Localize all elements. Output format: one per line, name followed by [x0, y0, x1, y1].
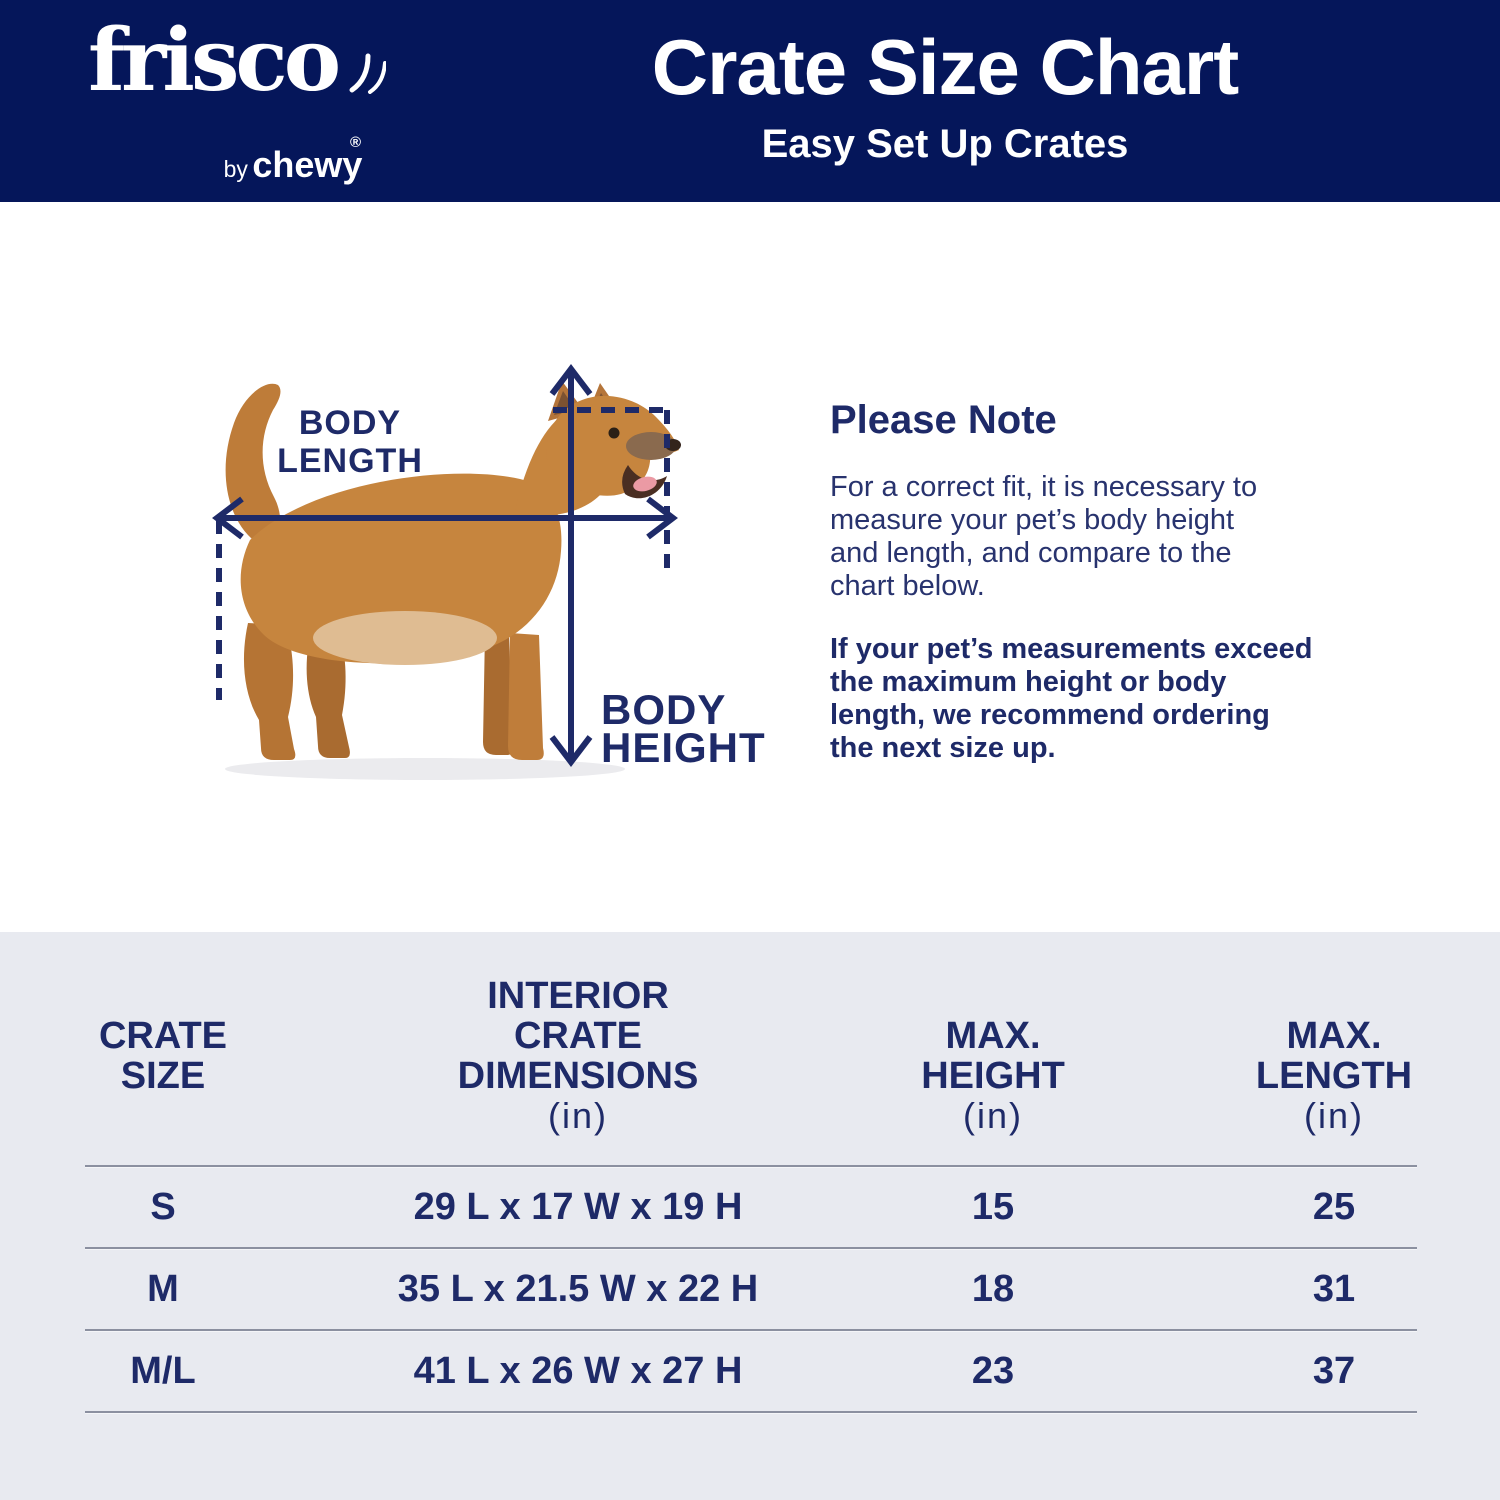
note-heading: Please Note [830, 398, 1057, 442]
column-header-unit: (in) [1304, 1095, 1364, 1136]
registered-mark: ® [350, 134, 362, 151]
note-body: For a correct fit, it is necessary to me… [830, 471, 1258, 602]
crate-dimensions-value: 29 L x 17 W x 19 H [413, 1186, 743, 1228]
body-length-label: BODY LENGTH [277, 404, 423, 480]
body-length-arrow-icon [212, 496, 678, 540]
crate-size-value: S [150, 1186, 176, 1228]
ground-shadow [225, 758, 625, 780]
column-header-label: MAX. LENGTH [1255, 1015, 1413, 1097]
crate-dimensions-value: 35 L x 21.5 W x 22 H [397, 1268, 759, 1310]
table-divider [85, 1329, 1417, 1331]
column-header-label: MAX. HEIGHT [921, 1015, 1065, 1097]
page-title: Crate Size Chart [651, 23, 1240, 111]
crate-dimensions-value: 41 L x 26 W x 27 H [413, 1350, 743, 1392]
max-height-value: 15 [971, 1186, 1015, 1228]
note-emphasis: If your pet’s measurements exceed the ma… [830, 633, 1313, 764]
measurement-guides [212, 364, 678, 767]
byline: by chewy [218, 144, 368, 186]
tail-swoosh-icon [349, 53, 386, 94]
column-header-label: INTERIOR CRATE DIMENSIONS [457, 975, 699, 1097]
size-table: CRATE SIZE INTERIOR CRATE DIMENSIONS (in… [0, 932, 1500, 1500]
header-banner: frisco ® by chewy Crate Size Chart Easy … [0, 0, 1500, 202]
column-header-label: CRATE SIZE [98, 1015, 228, 1097]
max-height-value: 23 [971, 1350, 1015, 1392]
table-divider [85, 1411, 1417, 1413]
column-header-max-height: MAX. HEIGHT (in) [843, 1016, 1143, 1136]
chewy-wordmark: chewy [252, 144, 363, 185]
byline-prefix: by [223, 156, 248, 182]
column-header-max-length: MAX. LENGTH (in) [1184, 1016, 1484, 1136]
body-height-label: BODY HEIGHT [601, 686, 766, 771]
max-length-value: 37 [1312, 1350, 1356, 1392]
crate-size-value: M/L [130, 1350, 196, 1392]
page-subtitle: Easy Set Up Crates [761, 122, 1129, 166]
crate-size-value: M [147, 1268, 179, 1310]
max-height-value: 18 [971, 1268, 1015, 1310]
column-header-unit: (in) [548, 1095, 608, 1136]
column-header-interior-dimensions: INTERIOR CRATE DIMENSIONS (in) [298, 976, 858, 1136]
title-block: Crate Size Chart Easy Set Up Crates [390, 0, 1500, 202]
max-length-value: 25 [1312, 1186, 1356, 1228]
please-note-block: Please Note For a correct fit, it is nec… [830, 398, 1420, 765]
column-header-unit: (in) [963, 1095, 1023, 1136]
body-height-arrow-icon [549, 364, 593, 767]
dashed-guide-lines [216, 407, 670, 700]
frisco-wordmark: frisco [88, 10, 341, 111]
frisco-logo: frisco ® by chewy [88, 13, 386, 185]
dog-measurement-diagram [212, 364, 681, 780]
table-divider [85, 1247, 1417, 1249]
table-divider [85, 1165, 1417, 1167]
column-header-crate-size: CRATE SIZE [43, 1016, 283, 1096]
max-length-value: 31 [1312, 1268, 1356, 1310]
